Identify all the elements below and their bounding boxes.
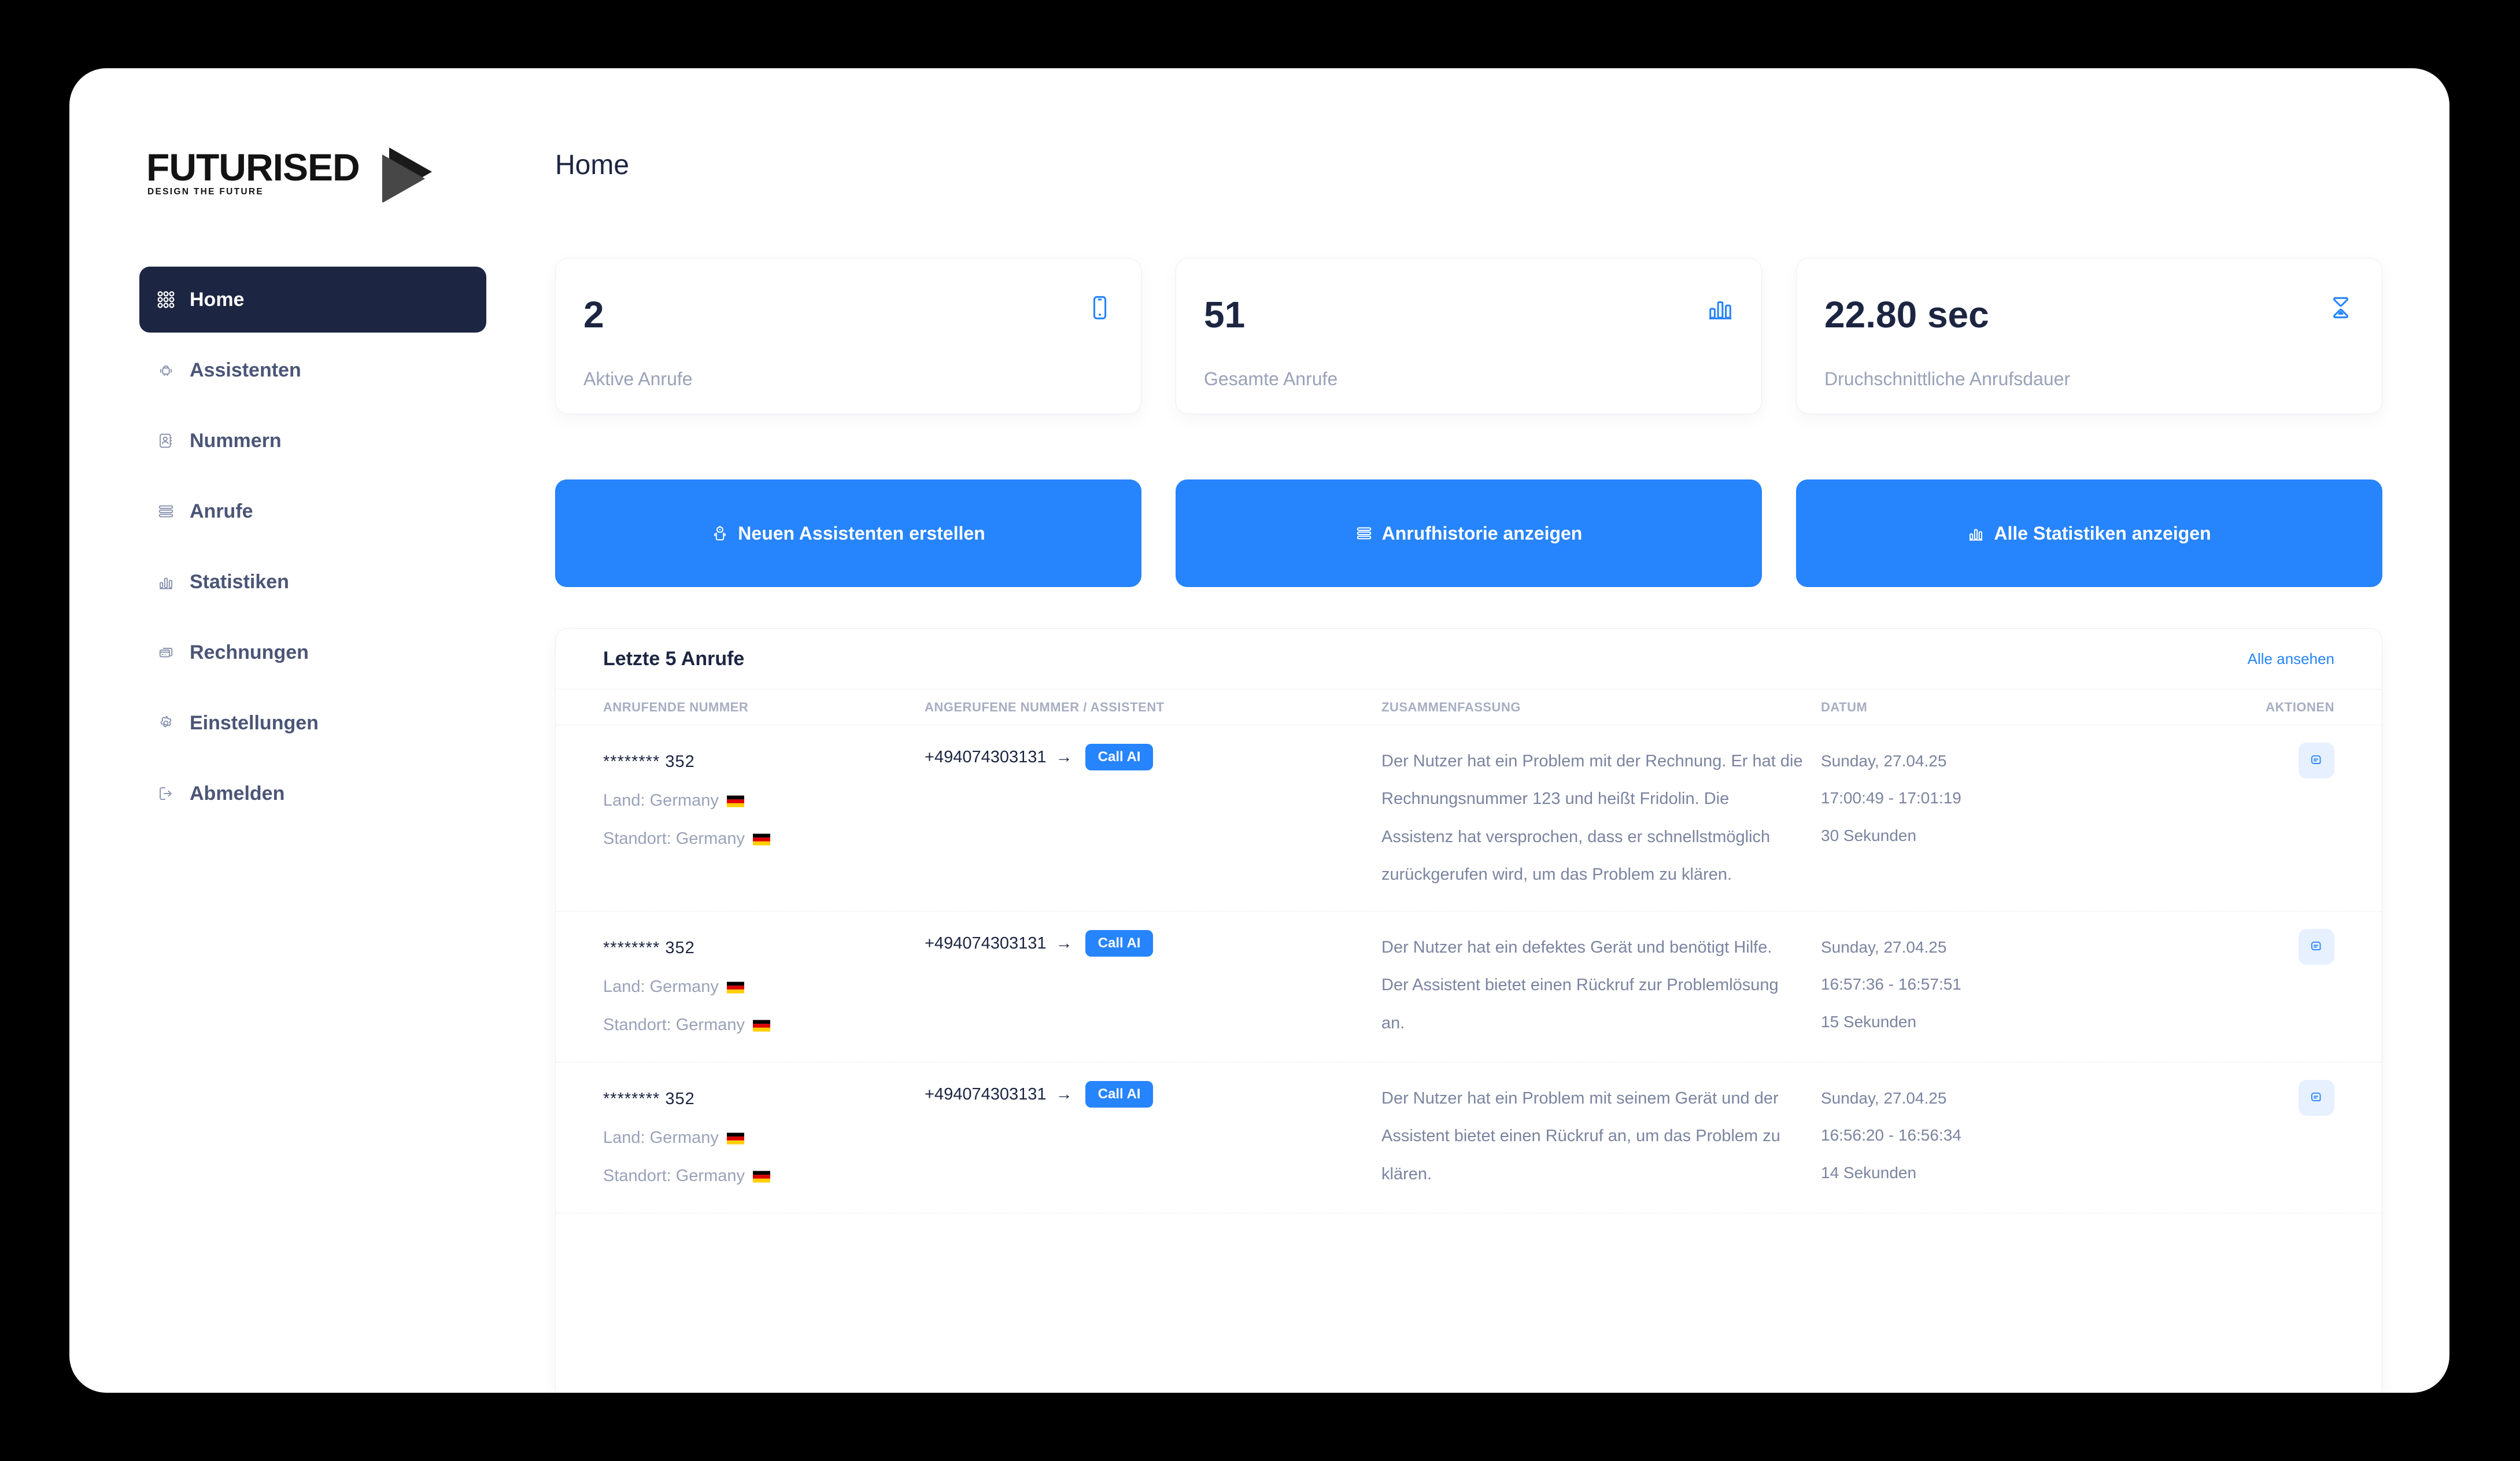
svg-text:DESIGN THE FUTURE: DESIGN THE FUTURE (147, 187, 264, 197)
svg-text:FUTURISED: FUTURISED (146, 146, 360, 189)
